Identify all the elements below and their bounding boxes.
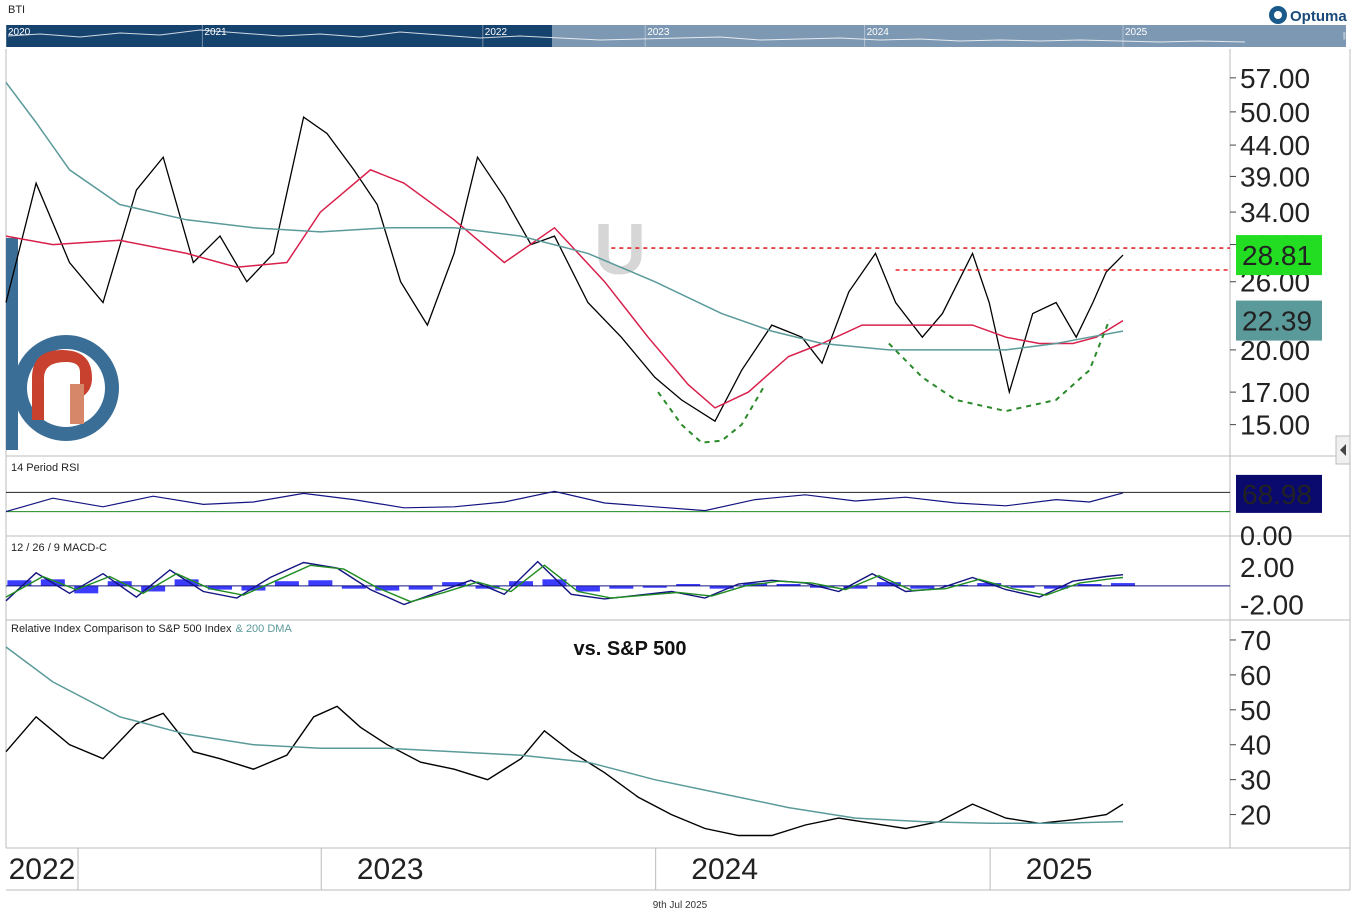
macd-hist-bar [107,581,132,586]
relative-y-axis: 70 60 50 40 30 20 [1230,625,1271,831]
macd-hist-bar [208,585,233,590]
navigator-year-2022: 2022 [485,27,508,38]
rsi-tick-label: 0.00 [1240,521,1293,551]
navigator[interactable]: 2020 2021 2022 2023 2024 2025 || [5,25,1347,47]
macd-hist-bar [174,579,199,586]
macd-tick-label: -2.00 [1240,590,1304,621]
series-ma_long [5,81,1124,351]
relative-title-suffix: & 200 DMA [236,623,293,635]
navigator-year-2021: 2021 [204,27,227,38]
series-price [5,116,1124,423]
price-panel: 57.0050.0044.0039.0034.0030.0026.0020.00… [5,63,1351,465]
rsi-y-axis: 0.00 [1240,521,1293,551]
brand-label: Optuma [1290,8,1347,25]
relative-tick-label: 70 [1240,625,1271,656]
rsi-title: 14 Period RSI [11,462,79,474]
relative-tick-label: 50 [1240,695,1271,726]
navigator-year-2020: 2020 [8,27,31,38]
navigator-year-2024: 2024 [867,27,890,38]
macd-title: 12 / 26 / 9 MACD-C [11,542,107,554]
relative-title: Relative Index Comparison to S&P 500 Ind… [11,623,292,635]
watermark-logo [6,238,119,450]
navigator-year-2025: 2025 [1125,27,1148,38]
macd-hist-bar [74,585,99,594]
price-tick-label: 50.00 [1240,97,1310,128]
scroll-right-button[interactable] [1335,435,1351,465]
pattern-arc-2 [888,318,1111,413]
price-tick-label: 39.00 [1240,161,1310,192]
series-rsi [5,490,1124,513]
macd-hist-bar [1010,585,1035,588]
macd-hist-bar [141,585,166,592]
relative-tick-label: 20 [1240,800,1271,831]
macd-hist-bar [341,585,366,589]
panel-frames [5,49,1351,891]
series-signal [5,564,1124,603]
value-label-box-1 [1236,235,1322,276]
x-tick-label: 2024 [691,853,758,886]
macd-hist-bar [977,583,1002,586]
macd-hist-bar [609,585,634,589]
price-tick-label: 34.00 [1240,197,1310,228]
value-label-box-2 [1236,300,1322,341]
price-tick-label: 44.00 [1240,130,1310,161]
x-tick-label: 2025 [1026,853,1093,886]
macd-hist-bar [1044,585,1069,589]
rsi-panel: 14 Period RSI 0.00 68.98 [5,462,1322,551]
symbol-label: BTI [8,4,25,16]
value-label-1: 28.81 [1242,240,1312,271]
rsi-value-text: 68.98 [1242,479,1312,510]
x-tick-label: 2022 [9,853,76,886]
macd-tick-label: 2.00 [1240,552,1295,583]
pattern-arc-1 [657,384,766,444]
relative-tick-label: 30 [1240,765,1271,796]
relative-panel: Relative Index Comparison to S&P 500 Ind… [5,623,1271,837]
macd-hist-bar [442,582,467,586]
macd-hist-bar [542,579,567,586]
macd-hist-bar [709,585,734,589]
macd-hist-bar [676,584,701,586]
rsi-value-box [1236,474,1322,513]
price-tick-label: 17.00 [1240,377,1310,408]
x-axis: 2022 2023 2024 2025 [9,848,1093,890]
date-label: 9th Jul 2025 [653,900,708,911]
series-ma_short [5,168,1124,409]
relative-title-main: Relative Index Comparison to S&P 500 Ind… [11,623,232,635]
relative-tick-label: 60 [1240,660,1271,691]
macd-hist-bar [7,580,32,586]
optuma-logo: Optuma [1269,6,1347,25]
value-label-2: 22.39 [1242,306,1312,337]
macd-hist-bar [1077,584,1102,586]
macd-hist-bar [776,584,801,586]
macd-hist-bar [575,585,600,592]
svg-text:||: || [1343,31,1347,40]
rsi-value-label: 68.98 [1236,474,1322,513]
vs-sp500-annotation: vs. S&P 500 [573,638,686,660]
series-macd [5,560,1124,606]
macd-hist-bar [274,581,299,586]
price-value-labels: 28.81 22.39 [1236,235,1322,341]
macd-hist-bar [642,585,667,588]
price-tick-label: 57.00 [1240,63,1310,94]
macd-hist-bar [843,585,868,589]
macd-y-axis: 2.00 -2.00 [1240,552,1304,620]
relative-tick-label: 40 [1240,730,1271,761]
macd-hist-bar [308,580,333,586]
macd-hist-bar [910,585,935,589]
macd-hist-bar [1110,583,1135,586]
x-tick-label: 2023 [357,853,424,886]
series-dma_200 [5,646,1124,825]
price-tick-label: 15.00 [1240,410,1310,441]
series-relative [5,705,1124,837]
chevron-left-icon [1340,444,1346,456]
navigator-line [7,29,1246,43]
macd-hist-bar [876,582,901,586]
macd-hist-bar [408,585,433,590]
macd-panel: 12 / 26 / 9 MACD-C 2.00 -2.00 [5,542,1304,621]
macd-hist-bar [375,585,400,591]
navigator-year-2023: 2023 [647,27,670,38]
u-annotation: U [594,210,646,290]
